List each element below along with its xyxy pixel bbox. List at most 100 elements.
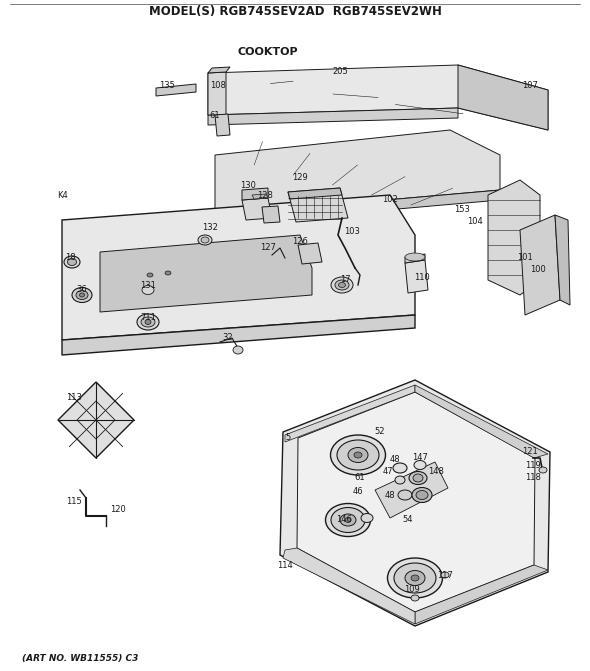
Polygon shape [100, 235, 312, 312]
Ellipse shape [67, 258, 77, 266]
Text: 61: 61 [209, 111, 220, 119]
Polygon shape [405, 254, 425, 263]
Text: 103: 103 [344, 227, 360, 236]
Polygon shape [520, 215, 560, 315]
Polygon shape [405, 260, 428, 293]
Polygon shape [215, 114, 230, 136]
Ellipse shape [147, 273, 153, 277]
Polygon shape [242, 198, 272, 220]
Text: 146: 146 [336, 515, 352, 525]
Text: 17: 17 [340, 276, 350, 285]
Text: 117: 117 [437, 570, 453, 580]
Ellipse shape [335, 280, 349, 290]
Ellipse shape [409, 472, 427, 484]
Ellipse shape [331, 507, 365, 533]
Text: (ART NO. WB11555) C3: (ART NO. WB11555) C3 [22, 654, 139, 662]
Text: 132: 132 [202, 223, 218, 232]
Polygon shape [283, 548, 415, 624]
Text: 113: 113 [66, 393, 82, 403]
Polygon shape [208, 108, 458, 125]
Ellipse shape [393, 463, 407, 473]
Ellipse shape [339, 282, 346, 287]
Ellipse shape [72, 287, 92, 303]
Ellipse shape [405, 253, 425, 261]
Text: COOKTOP: COOKTOP [238, 47, 299, 57]
Ellipse shape [64, 256, 80, 268]
Ellipse shape [330, 435, 385, 475]
Ellipse shape [326, 503, 371, 537]
Text: 104: 104 [467, 217, 483, 227]
Text: 115: 115 [66, 497, 82, 507]
Text: 61: 61 [355, 474, 365, 482]
Polygon shape [215, 190, 500, 225]
Ellipse shape [141, 317, 155, 327]
Polygon shape [280, 380, 550, 626]
Polygon shape [58, 382, 134, 458]
Ellipse shape [345, 517, 351, 523]
Polygon shape [62, 195, 415, 340]
Ellipse shape [405, 570, 425, 586]
Polygon shape [285, 385, 415, 442]
Ellipse shape [411, 575, 419, 581]
Ellipse shape [137, 314, 159, 330]
Text: 36: 36 [77, 285, 87, 295]
Ellipse shape [412, 488, 432, 503]
Ellipse shape [331, 277, 353, 293]
Polygon shape [415, 565, 548, 624]
Text: 48: 48 [389, 456, 400, 464]
Ellipse shape [395, 476, 405, 484]
Text: 48: 48 [385, 491, 395, 501]
Text: 18: 18 [65, 254, 76, 262]
Text: 100: 100 [530, 266, 546, 274]
Text: 108: 108 [210, 81, 226, 89]
Text: 153: 153 [454, 205, 470, 215]
Text: MODEL(S) RGB745SEV2AD  RGB745SEV2WH: MODEL(S) RGB745SEV2AD RGB745SEV2WH [149, 5, 441, 19]
Polygon shape [298, 243, 322, 264]
Ellipse shape [76, 291, 88, 299]
Text: 101: 101 [517, 254, 533, 262]
Text: 130: 130 [240, 180, 256, 189]
Ellipse shape [201, 237, 209, 243]
Text: 119: 119 [525, 460, 541, 470]
Polygon shape [208, 65, 548, 130]
Ellipse shape [441, 572, 449, 578]
Polygon shape [488, 180, 540, 295]
Text: K4: K4 [57, 191, 67, 199]
Text: 120: 120 [110, 505, 126, 515]
Ellipse shape [416, 491, 428, 499]
Ellipse shape [394, 563, 436, 593]
Ellipse shape [348, 448, 368, 462]
Polygon shape [215, 130, 500, 215]
Polygon shape [297, 392, 535, 612]
Text: 147: 147 [412, 454, 428, 462]
Ellipse shape [539, 467, 547, 473]
Text: 128: 128 [257, 191, 273, 199]
Ellipse shape [340, 514, 356, 526]
Polygon shape [252, 194, 268, 199]
Text: 127: 127 [260, 244, 276, 252]
Text: 114: 114 [277, 560, 293, 570]
Text: 47: 47 [383, 468, 394, 476]
Text: 109: 109 [404, 586, 420, 595]
Text: 129: 129 [292, 174, 308, 183]
Polygon shape [288, 188, 348, 222]
Text: 102: 102 [382, 195, 398, 205]
Text: 126: 126 [292, 238, 308, 246]
Text: 46: 46 [353, 488, 363, 497]
Ellipse shape [233, 346, 243, 354]
Ellipse shape [413, 474, 423, 482]
Text: 107: 107 [522, 81, 538, 89]
Ellipse shape [411, 595, 419, 601]
Polygon shape [288, 188, 342, 199]
Text: 118: 118 [525, 474, 541, 482]
Ellipse shape [145, 319, 151, 325]
Ellipse shape [361, 513, 373, 523]
Ellipse shape [414, 460, 426, 470]
Polygon shape [156, 84, 196, 96]
Polygon shape [458, 65, 548, 130]
Ellipse shape [337, 440, 379, 470]
Text: 148: 148 [428, 468, 444, 476]
Text: 131: 131 [140, 280, 156, 289]
Text: 205: 205 [332, 68, 348, 76]
Text: 135: 135 [159, 81, 175, 89]
